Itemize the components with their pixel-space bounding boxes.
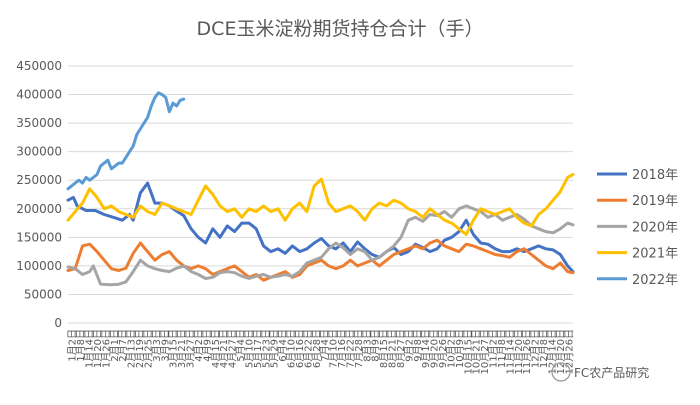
x-tick-label: 11月20日 xyxy=(513,329,525,374)
gridlines xyxy=(68,65,573,324)
x-tick-label: 8月3日 xyxy=(361,329,373,362)
x-tick-label: 3月3日 xyxy=(151,329,163,362)
legend-label: 2021年 xyxy=(632,247,678,262)
x-tick-label: 8月21日 xyxy=(387,329,399,368)
x-tick-label: 1月14日 xyxy=(84,329,96,368)
x-tick-label: 12月26日 xyxy=(563,329,575,374)
x-tick-label: 2月13日 xyxy=(126,329,138,368)
x-tick-label: 9月26日 xyxy=(437,329,449,368)
y-tick-label: 150000 xyxy=(16,230,62,244)
x-tick-label: 11月8日 xyxy=(496,329,508,368)
y-tick-label: 100000 xyxy=(16,259,62,273)
series-line-5 xyxy=(66,91,186,191)
x-tick-label: 1月20日 xyxy=(92,329,104,368)
x-tick-label: 12月14日 xyxy=(546,329,558,374)
x-tick-label: 8月27日 xyxy=(395,329,407,368)
x-tick-label: 5月4日 xyxy=(235,329,247,362)
x-tick-label: 9月8日 xyxy=(412,329,424,362)
legend-label: 2019年 xyxy=(632,194,678,209)
x-tick-label: 11月14日 xyxy=(504,329,516,374)
x-tick-label: 12月8日 xyxy=(538,329,550,368)
x-tick-label: 6月4日 xyxy=(277,329,289,362)
x-tick-label: 11月2日 xyxy=(488,329,500,368)
x-tick-label: 1月26日 xyxy=(100,329,112,368)
series-line-3 xyxy=(66,204,575,287)
x-tick-label: 12月2日 xyxy=(530,329,542,368)
x-tick-label: 11月26日 xyxy=(521,329,533,374)
x-tick-label: 9月14日 xyxy=(420,329,432,368)
x-tick-label: 3月9日 xyxy=(159,329,171,362)
x-tick-label: 6月22日 xyxy=(302,329,314,368)
x-tick-label: 10月27日 xyxy=(479,329,491,374)
x-tick-label: 2月25日 xyxy=(142,329,154,368)
series-line-1 xyxy=(66,181,575,274)
x-tick-label: 6月10日 xyxy=(286,329,298,368)
x-tick-label: 4月27日 xyxy=(227,329,239,368)
x-axis: 1月2日1月8日1月14日1月20日1月26日2月1日2月7日2月13日2月19… xyxy=(67,329,576,374)
x-tick-label: 4月2日 xyxy=(193,329,205,362)
series-line-4 xyxy=(66,173,575,236)
y-tick-label: 200000 xyxy=(16,202,62,216)
x-tick-label: 9月2日 xyxy=(403,329,415,362)
x-tick-label: 7月16日 xyxy=(336,329,348,368)
x-tick-label: 2月1日 xyxy=(109,329,121,362)
y-tick-label: 50000 xyxy=(24,287,62,301)
x-tick-label: 10月21日 xyxy=(471,329,483,374)
watermark-logo-icon xyxy=(551,362,571,382)
x-tick-label: 2月7日 xyxy=(117,329,129,362)
x-tick-label: 7月4日 xyxy=(319,329,331,362)
x-tick-label: 7月28日 xyxy=(353,329,365,368)
x-tick-label: 4月15日 xyxy=(210,329,222,368)
x-tick-label: 8月9日 xyxy=(370,329,382,362)
y-tick-label: 350000 xyxy=(16,116,62,130)
x-tick-label: 10月15日 xyxy=(462,329,474,374)
y-axis: 0 50000 100000 150000 200000 250000 300000 3500… xyxy=(16,59,62,330)
plot-area xyxy=(66,91,575,287)
x-tick-label: 5月23日 xyxy=(260,329,272,368)
x-tick-label: 4月21日 xyxy=(218,329,230,368)
y-tick-label: 250000 xyxy=(16,173,62,187)
legend: 2018年 2019年 2020年 2021年 2022年 xyxy=(597,168,678,288)
series-line-2 xyxy=(66,238,575,282)
x-tick-label: 2月19日 xyxy=(134,329,146,368)
x-tick-label: 10月9日 xyxy=(454,329,466,368)
y-tick-label: 450000 xyxy=(16,59,62,73)
watermark: FC农产品研究 xyxy=(551,362,649,382)
x-tick-label: 10月2日 xyxy=(445,329,457,368)
x-tick-label: 3月21日 xyxy=(176,329,188,368)
x-tick-label: 6月28日 xyxy=(311,329,323,368)
watermark-text: FC农产品研究 xyxy=(574,365,649,380)
x-tick-label: 5月17日 xyxy=(252,329,264,368)
legend-label: 2020年 xyxy=(632,220,678,235)
x-tick-label: 6月16日 xyxy=(294,329,306,368)
x-tick-label: 8月15日 xyxy=(378,329,390,368)
x-tick-label: 3月15日 xyxy=(168,329,180,368)
x-tick-label: 5月10日 xyxy=(243,329,255,368)
x-tick-label: 7月22日 xyxy=(344,329,356,368)
x-tick-label: 1月8日 xyxy=(75,329,87,362)
x-tick-label: 5月29日 xyxy=(269,329,281,368)
legend-label: 2022年 xyxy=(632,273,678,288)
x-tick-label: 7月10日 xyxy=(328,329,340,368)
chart-title: DCE玉米淀粉期货持仓合计（手） xyxy=(197,18,484,40)
x-tick-label: 1月2日 xyxy=(67,329,79,362)
y-tick-label: 0 xyxy=(54,316,62,330)
legend-label: 2018年 xyxy=(632,168,678,183)
y-tick-label: 400000 xyxy=(16,88,62,102)
x-tick-label: 3月27日 xyxy=(185,329,197,368)
y-tick-label: 300000 xyxy=(16,145,62,159)
x-tick-label: 9月20日 xyxy=(429,329,441,368)
x-tick-label: 4月9日 xyxy=(201,329,213,362)
